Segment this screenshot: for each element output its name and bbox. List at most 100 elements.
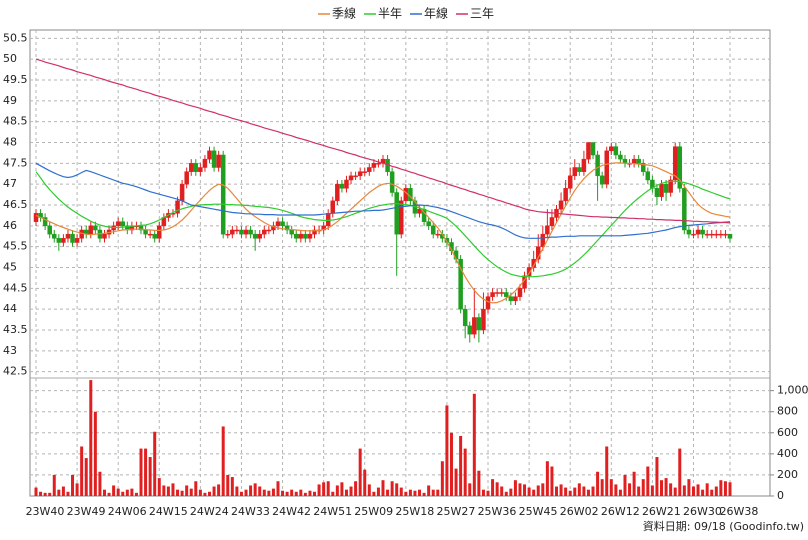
candle-body	[631, 158, 637, 164]
legend-label: 三年	[470, 7, 494, 21]
candle-body	[430, 225, 436, 235]
x-tick-label: 25W36	[478, 505, 517, 518]
candle-body	[202, 158, 208, 168]
volume-bar	[518, 483, 522, 496]
y-tick-label: 45	[3, 261, 17, 274]
candle-body	[595, 154, 600, 177]
volume-bar	[335, 485, 339, 496]
volume-bar	[445, 405, 449, 496]
y2-tick-label: 800	[777, 405, 798, 418]
volume-bar	[641, 479, 645, 496]
volume-bar	[728, 482, 732, 496]
volume-bar	[176, 489, 180, 496]
candle-body	[294, 233, 299, 239]
volume-bar	[107, 492, 111, 496]
volume-bar	[281, 490, 285, 496]
volume-bar	[495, 482, 499, 496]
volume-bar	[326, 481, 330, 496]
candle-body	[143, 229, 148, 235]
candle-body	[517, 288, 523, 297]
y-tick-label: 47	[3, 177, 17, 190]
y-tick-label: 44	[3, 302, 17, 315]
candle-body	[485, 296, 491, 310]
volume-bar	[299, 489, 303, 496]
candle-body	[325, 213, 331, 227]
plot-frame	[29, 29, 771, 497]
candle-body	[613, 146, 619, 156]
volume-bar	[116, 488, 120, 496]
y-tick-label: 47.5	[3, 156, 28, 169]
volume-bar	[701, 489, 705, 496]
x-tick-label: 26W02	[560, 505, 599, 518]
candle-body	[234, 229, 240, 232]
volume-bar	[217, 484, 221, 496]
volume-bar	[203, 492, 207, 496]
volume-bar	[349, 486, 353, 496]
volume-bar	[112, 485, 116, 496]
x-tick-label: 24W51	[313, 505, 352, 518]
volume-bar	[582, 486, 586, 496]
y-tick-label: 50	[3, 52, 17, 65]
x-tick-label: 26W21	[642, 505, 681, 518]
candle-body	[262, 229, 267, 235]
candle-body	[682, 188, 687, 231]
y-tick-label: 46.5	[3, 198, 28, 211]
candle-body	[220, 154, 226, 235]
candle-body	[490, 292, 495, 297]
candle-body	[225, 233, 231, 236]
y-tick-label: 45.5	[3, 240, 28, 253]
volume-bar	[230, 477, 234, 496]
ma-line	[35, 171, 731, 278]
volume-bar	[185, 485, 189, 496]
volume-bar	[376, 487, 380, 496]
volume-bar	[449, 432, 453, 496]
volume-bar	[198, 489, 202, 496]
volume-bar	[408, 489, 412, 496]
legend-label: 季線	[332, 6, 356, 21]
candle-body	[303, 233, 308, 239]
candle-body	[659, 183, 664, 197]
volume-bar	[532, 489, 536, 496]
candle-body	[513, 296, 518, 302]
volume-bar	[39, 491, 43, 496]
volume-bar	[52, 474, 56, 496]
candle-body	[193, 163, 199, 172]
candle-body	[298, 233, 304, 239]
candle-body	[376, 163, 381, 165]
candle-body	[284, 225, 290, 231]
volume-bar	[194, 481, 198, 496]
candle-body	[499, 292, 504, 294]
volume-bar	[600, 479, 604, 496]
candle-body	[371, 163, 377, 168]
candle-body	[152, 233, 157, 239]
volume-bar	[568, 490, 572, 496]
candle-body	[458, 258, 463, 310]
candle-body	[252, 233, 258, 239]
volume-bar	[691, 486, 695, 496]
candle-body	[435, 233, 441, 236]
volume-bar	[719, 480, 723, 496]
volume-bar	[34, 487, 38, 496]
candle-body	[526, 267, 532, 277]
volume-bar	[623, 474, 627, 496]
volume-bar	[678, 448, 682, 496]
x-tick-label: 26W12	[601, 505, 640, 518]
legend-label: 年線	[424, 6, 448, 21]
candle-body	[672, 146, 678, 181]
volume-bar	[271, 488, 275, 496]
x-tick-label: 26W30	[683, 505, 722, 518]
volume-bar	[249, 485, 253, 496]
volume-bar	[57, 489, 61, 496]
volume-bar	[513, 480, 517, 496]
candle-body	[590, 142, 596, 156]
candle-body	[426, 221, 431, 227]
volume-bar	[509, 488, 513, 496]
volume-bar	[331, 491, 335, 496]
volume-bar	[609, 479, 613, 496]
candle-body	[508, 296, 514, 302]
volume-bar	[189, 488, 193, 496]
x-tick-label: 24W24	[190, 505, 229, 518]
candle-body	[636, 158, 641, 164]
volume-bar	[125, 489, 129, 496]
x-tick-label: 25W09	[354, 505, 393, 518]
